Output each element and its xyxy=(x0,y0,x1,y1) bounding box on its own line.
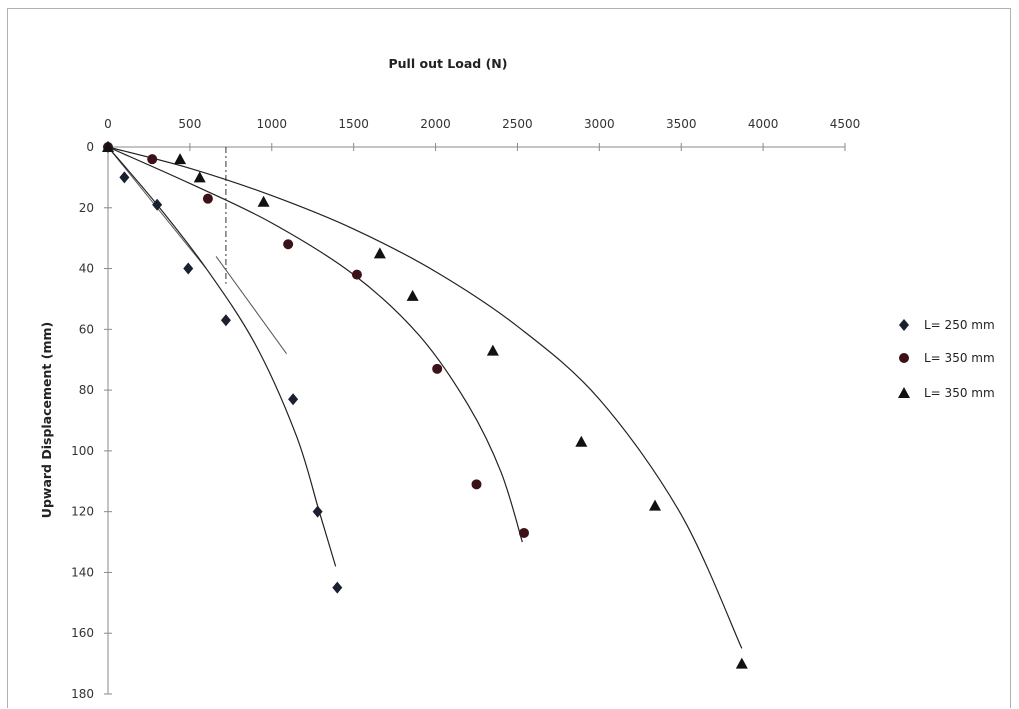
legend: L= 250 mm L= 350 mm L= 350 mm xyxy=(898,318,995,400)
data-point-series-3 xyxy=(735,657,748,669)
data-point-series-2 xyxy=(432,363,443,374)
data-point-series-2 xyxy=(518,527,529,538)
y-tick-label: 60 xyxy=(79,322,94,336)
data-point-series-2 xyxy=(202,193,213,204)
data-point-series-3 xyxy=(373,247,386,259)
data-point-series-2 xyxy=(283,239,294,250)
data-point-series-3 xyxy=(102,141,114,152)
data-point-series-1 xyxy=(312,505,323,518)
legend-label-3: L= 350 mm xyxy=(924,386,995,400)
data-point-series-1 xyxy=(288,393,299,406)
y-tick-label: 160 xyxy=(71,626,94,640)
data-point-series-2 xyxy=(147,154,158,165)
x-tick-label: 3000 xyxy=(584,117,615,131)
y-tick-label: 180 xyxy=(71,687,94,701)
data-point-series-1 xyxy=(152,198,163,211)
data-point-series-2 xyxy=(471,479,482,490)
data-point-series-3 xyxy=(649,499,662,511)
data-point-series-3 xyxy=(486,344,499,356)
x-tick-label: 500 xyxy=(178,117,201,131)
legend-label-1: L= 250 mm xyxy=(924,318,995,332)
data-point-series-1 xyxy=(220,314,231,327)
data-point-series-3 xyxy=(406,289,419,301)
data-point-series-1 xyxy=(119,171,130,184)
y-tick-label: 0 xyxy=(86,140,94,154)
x-tick-label: 2000 xyxy=(420,117,451,131)
legend-marker-3 xyxy=(898,387,910,398)
data-point-series-1 xyxy=(332,581,343,594)
x-tick-label: 0 xyxy=(104,117,112,131)
legend-label-2: L= 350 mm xyxy=(924,351,995,365)
legend-marker-1 xyxy=(899,319,909,331)
y-tick-label: 40 xyxy=(79,262,94,276)
trend-line-series-2 xyxy=(107,146,523,543)
y-ticks: 0 20 40 60 80 100 120 140 160 180 xyxy=(71,140,112,701)
y-tick-label: 80 xyxy=(79,383,94,397)
chart-frame xyxy=(7,8,1011,708)
x-tick-label: 2500 xyxy=(502,117,533,131)
trend-line-series-1 xyxy=(107,146,337,567)
trend-lines xyxy=(107,146,743,649)
y-tick-label: 140 xyxy=(71,565,94,579)
y-tick-label: 120 xyxy=(71,505,94,519)
legend-marker-2 xyxy=(899,353,909,363)
y-tick-label: 100 xyxy=(71,444,94,458)
x-axis-title: Pull out Load (N) xyxy=(389,56,508,71)
y-tick-label: 20 xyxy=(79,201,94,215)
x-tick-label: 4500 xyxy=(830,117,861,131)
x-tick-label: 1500 xyxy=(338,117,369,131)
data-point-series-1 xyxy=(183,262,194,275)
tangent-line xyxy=(215,256,287,354)
trend-line-series-3 xyxy=(107,146,743,649)
data-markers xyxy=(102,141,748,669)
x-tick-label: 1000 xyxy=(257,117,288,131)
x-ticks: 0 500 1000 1500 2000 2500 3000 3500 4000 4500 xyxy=(104,117,860,151)
data-point-series-3 xyxy=(257,195,270,207)
data-point-series-3 xyxy=(193,171,206,183)
axes: 0 500 1000 1500 2000 2500 3000 3500 4000 4500 0 20… xyxy=(71,117,860,701)
data-point-series-3 xyxy=(174,153,187,165)
data-point-series-3 xyxy=(575,435,588,447)
y-axis-title: Upward Displacement (mm) xyxy=(39,322,54,518)
data-point-series-2 xyxy=(351,269,362,280)
x-tick-label: 3500 xyxy=(666,117,697,131)
x-tick-label: 4000 xyxy=(748,117,779,131)
